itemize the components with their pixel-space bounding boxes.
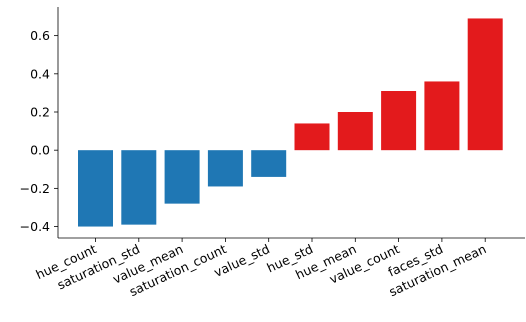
y-tick-label: 0.0 bbox=[30, 143, 50, 158]
bar-saturation-std bbox=[121, 150, 157, 225]
y-tick-label: 0.4 bbox=[30, 66, 50, 81]
y-tick-label: 0.6 bbox=[30, 28, 50, 43]
bar-saturation-count bbox=[207, 150, 243, 187]
bars-group bbox=[78, 18, 503, 227]
y-tick-label: −0.2 bbox=[20, 181, 50, 196]
bar-hue-mean bbox=[337, 112, 373, 151]
bar-hue-count bbox=[78, 150, 113, 227]
bar-hue-std bbox=[294, 123, 330, 151]
bar-value-count bbox=[381, 91, 417, 151]
bar-value-std bbox=[251, 150, 287, 177]
bar-saturation-mean bbox=[467, 18, 503, 151]
x-axis: hue_countsaturation_stdvalue_meansaturat… bbox=[33, 238, 488, 299]
bar-faces-std bbox=[424, 81, 460, 151]
y-axis: −0.4 −0.2 0.0 0.2 0.4 0.6 bbox=[20, 28, 58, 234]
bar-value-mean bbox=[164, 150, 200, 204]
axes-frame bbox=[57, 7, 525, 239]
y-tick-label: 0.2 bbox=[30, 105, 50, 120]
y-tick-label: −0.4 bbox=[20, 219, 50, 234]
